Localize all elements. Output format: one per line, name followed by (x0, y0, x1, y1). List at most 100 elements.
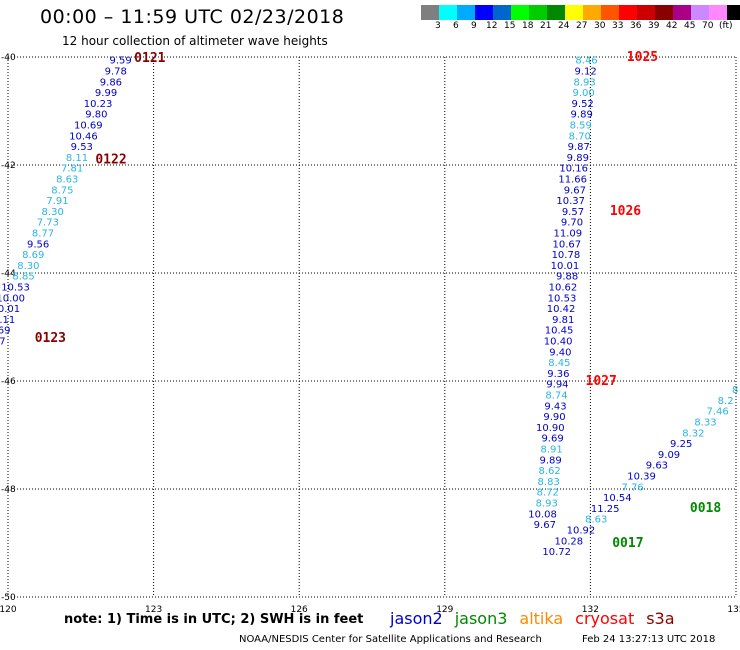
legend-swatch (511, 5, 529, 20)
wave-height-value: 8.93 (536, 499, 558, 510)
wave-height-value: 8.75 (51, 185, 73, 196)
legend-value: 70 (702, 21, 714, 31)
wave-height-value: 10.00 (0, 293, 25, 304)
wave-height-value: 11.25 (591, 504, 620, 515)
wave-height-value: 10.69 (74, 121, 103, 132)
legend-value: 6 (453, 21, 459, 31)
wave-height-value: 10.67 (553, 239, 582, 250)
wave-height-value: 7.73 (37, 218, 59, 229)
pass-time-label: 1027 (586, 374, 617, 389)
x-tick-label: 120 (0, 605, 17, 615)
legend-swatch (655, 5, 673, 20)
footer-credit: NOAA/NESDIS Center for Satellite Applica… (239, 634, 542, 645)
y-tick-label: -48 (1, 485, 16, 495)
wave-height-value: 8.30 (42, 207, 64, 218)
wave-height-value: 9.89 (567, 153, 589, 164)
wave-height-value: 8.93 (573, 77, 595, 88)
wave-height-value: 10.40 (544, 337, 573, 348)
satellite-legend-item: cryosat (575, 609, 635, 628)
pass-time-label: 1025 (627, 50, 658, 65)
legend-value: 24 (558, 21, 570, 31)
wave-height-value: 9.94 (546, 380, 568, 391)
wave-height-value: 9.63 (646, 461, 668, 472)
wave-height-value: 9.57 (562, 207, 584, 218)
wave-height-value: 8.33 (694, 418, 716, 429)
wave-height-value: 10.78 (552, 250, 581, 261)
wave-height-value: 10.53 (1, 283, 30, 294)
wave-height-value: 7.91 (46, 196, 68, 207)
legend-unit: (ft) (719, 21, 733, 31)
y-tick-label: -50 (1, 593, 16, 603)
legend-value: 39 (648, 21, 660, 31)
wave-height-value: 8.83 (538, 477, 560, 488)
wave-height-value: 9.67 (564, 185, 586, 196)
legend-swatch (439, 5, 457, 20)
wave-height-value: 9.36 (547, 369, 569, 380)
wave-height-value: 10.16 (559, 164, 588, 175)
wave-height-value: 10.46 (69, 131, 98, 142)
footer-note: note: 1) Time is in UTC; 2) SWH is in fe… (64, 612, 364, 627)
wave-height-value: 10.45 (545, 326, 574, 337)
legend-value: 30 (594, 21, 606, 31)
wave-height-values: 9.599.789.869.9910.239.8010.6910.469.538… (0, 56, 738, 558)
wave-height-value: 10.42 (547, 304, 576, 315)
satellite-legend-item: altika (519, 609, 564, 628)
legend-swatch (529, 5, 547, 20)
legend-value: 21 (540, 21, 552, 31)
wave-height-value: 9.53 (71, 142, 93, 153)
wave-height-value: 10.01 (0, 304, 20, 315)
wave-height-value: 9.89 (571, 110, 593, 121)
legend-value: 42 (666, 21, 678, 31)
wave-height-value: 9.87 (568, 142, 590, 153)
wave-height-value: 9.40 (549, 347, 571, 358)
legend-swatch (691, 5, 709, 20)
wave-height-value: 9.69 (541, 434, 563, 445)
wave-height-value: 8 (732, 385, 738, 396)
wave-height-value: 11.66 (558, 175, 587, 186)
wave-height-value: 11.88 (0, 347, 1, 358)
satellite-legend-item: s3a (646, 609, 675, 628)
legend-swatch (547, 5, 565, 20)
wave-height-value: 10.72 (542, 547, 571, 558)
wave-height-value: 9.70 (561, 218, 583, 229)
page-subtitle: 12 hour collection of altimeter wave hei… (62, 34, 328, 48)
page-title: 00:00 – 11:59 UTC 02/23/2018 (40, 6, 345, 28)
satellite-legend: jason2 jason3 altika cryosat s3a (390, 609, 687, 628)
wave-height-value: 9.59 (109, 56, 131, 67)
wave-height-value: 10.01 (551, 261, 580, 272)
wave-height-value: 9.56 (27, 239, 49, 250)
legend-swatch (565, 5, 583, 20)
wave-height-value: 8.72 (537, 488, 559, 499)
pass-time-label: 0017 (612, 536, 643, 551)
wave-height-value: 8.85 (12, 272, 34, 283)
legend-value: 27 (576, 21, 588, 31)
legend-swatch (421, 5, 439, 20)
legend-value: 15 (504, 21, 516, 31)
legend-swatch (457, 5, 475, 20)
y-tick-label: -44 (1, 269, 16, 279)
wave-height-value: 8.2 (718, 396, 734, 407)
wave-height-value: 9.86 (100, 77, 122, 88)
pass-time-label: 1026 (610, 204, 641, 219)
wave-height-value: 11.09 (554, 229, 583, 240)
y-tick-label: -42 (1, 161, 16, 171)
wave-height-value: 10.69 (0, 326, 10, 337)
wave-height-value: 9.80 (85, 110, 107, 121)
map-ticks: 120 123 126 129 132 135 -40 -42 -44 -46 -48 -50 (0, 53, 740, 615)
wave-height-value: 8.45 (548, 358, 570, 369)
pass-time-labels: 0121 0122 0123 1025 1026 1027 0018 0017 (35, 50, 722, 551)
wave-height-value: 8.70 (569, 131, 591, 142)
legend-value: 12 (486, 21, 498, 31)
wave-height-value: 8.32 (682, 428, 704, 439)
x-tick-label: 132 (582, 605, 599, 615)
y-tick-label: -46 (1, 377, 16, 387)
legend-swatch (727, 5, 740, 20)
satellite-legend-item: jason3 (454, 609, 508, 628)
pass-time-label: 0123 (35, 331, 66, 346)
wave-height-value: 7.81 (61, 164, 83, 175)
map-grid (7, 56, 737, 598)
wave-height-value: 10.23 (84, 99, 113, 110)
wave-height-value: 10.37 (556, 196, 585, 207)
legend-swatch (709, 5, 727, 20)
